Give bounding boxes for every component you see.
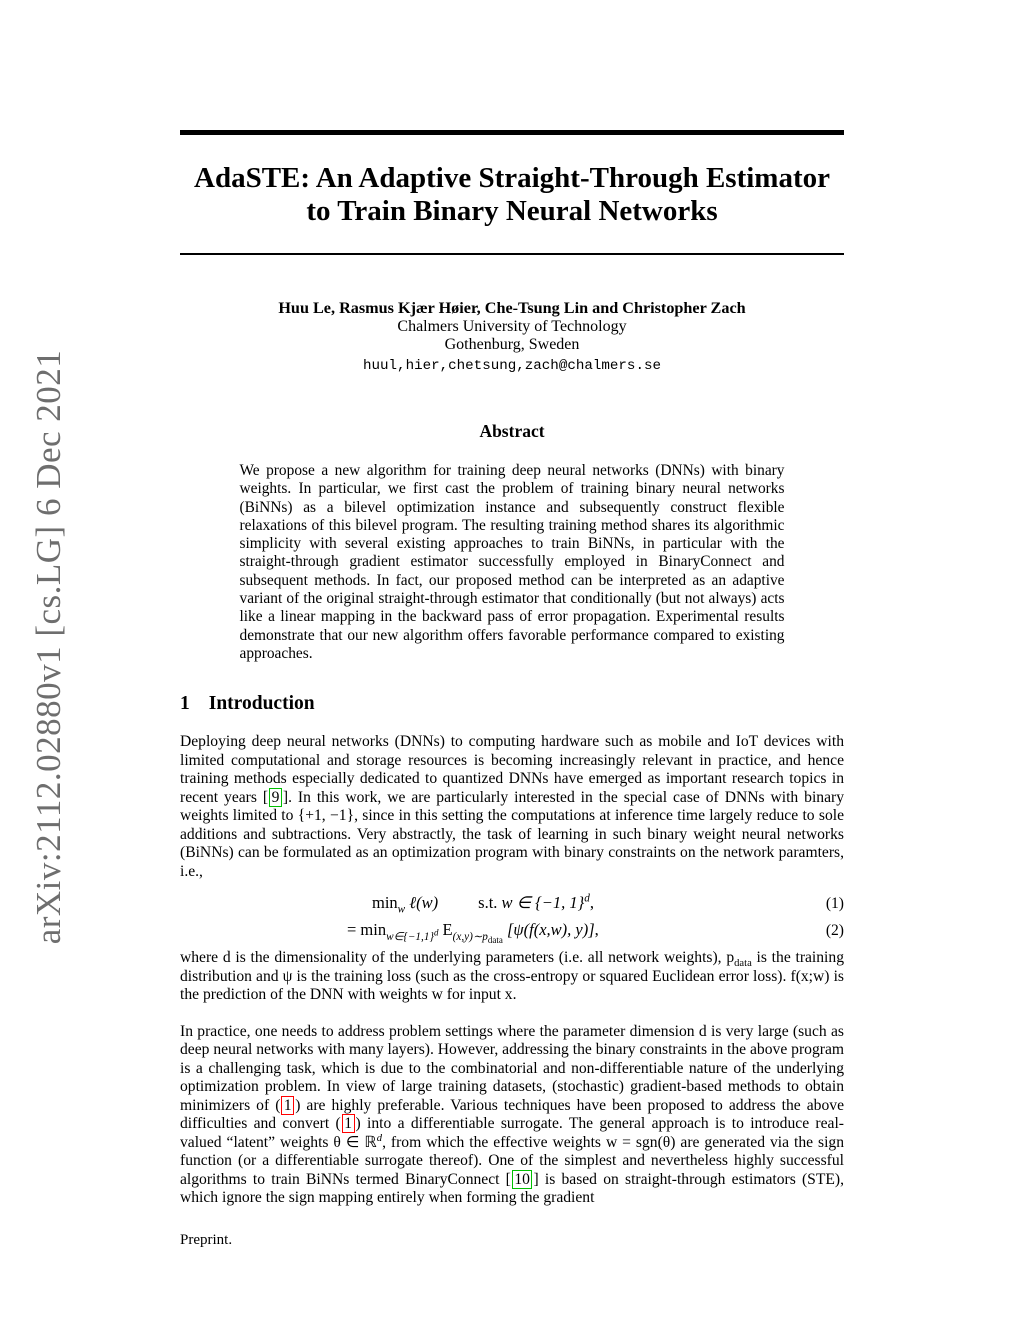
punctuation: , bbox=[594, 920, 599, 940]
text-segment: , from which the effective weights w = s… bbox=[180, 1133, 844, 1188]
arxiv-watermark: arXiv:2112.02880v1 [cs.LG] 6 Dec 2021 bbox=[29, 349, 68, 945]
author-location: Gothenburg, Sweden bbox=[444, 336, 580, 353]
equation-2-label: (2) bbox=[825, 922, 844, 940]
text-segment: Deploying deep neural networks (DNNs) to… bbox=[180, 733, 844, 806]
pdata-subscript: data bbox=[487, 934, 503, 945]
min-subscript: w bbox=[397, 903, 406, 916]
citation-link-10[interactable]: 10 bbox=[511, 1169, 533, 1189]
equation-2-body: = minw∈{−1,1}d E(x,y)∼pdata [ψ(f(x,w), y… bbox=[347, 918, 599, 945]
title-rule-top bbox=[180, 130, 844, 135]
text-segment: ) are highly preferable. Various techniq… bbox=[180, 1096, 844, 1133]
text-segment: is the training distribution and ψ is th… bbox=[180, 949, 844, 1004]
section-heading-introduction: 1 Introduction bbox=[180, 693, 844, 715]
expectation-subscript: (x,y)∼pdata bbox=[452, 930, 503, 945]
text-segment: ] is based on straight-through estimator… bbox=[180, 1170, 844, 1207]
equation-block: minw ℓ(w) s.t. w ∈ {−1, 1}d, (1) = minw∈{… bbox=[180, 891, 844, 945]
loss-term: ℓ(w) bbox=[409, 893, 439, 913]
min-domain-subscript: w∈{−1,1}d bbox=[386, 927, 438, 943]
title-rule-bottom bbox=[180, 253, 844, 255]
equation-ref-1a[interactable]: 1 bbox=[281, 1095, 295, 1115]
intro-paragraph-1: Deploying deep neural networks (DNNs) to… bbox=[180, 733, 844, 881]
preprint-footer: Preprint. bbox=[180, 1231, 233, 1248]
equals-min-operator: = min bbox=[347, 920, 387, 940]
author-affiliation: Chalmers University of Technology bbox=[397, 317, 627, 335]
paper-title-line2: to Train Binary Neural Networks bbox=[306, 195, 718, 227]
pdata-inline-subscript: data bbox=[734, 958, 752, 970]
abstract-heading: Abstract bbox=[479, 421, 545, 441]
constraint-term: w ∈ {−1, 1} bbox=[501, 893, 585, 913]
paper-title: AdaSTE: An Adaptive Straight-Through Est… bbox=[180, 162, 844, 228]
author-block: Huu Le, Rasmus Kjær Høier, Che-Tsung Lin… bbox=[180, 299, 844, 375]
min-domain-exponent: d bbox=[433, 926, 439, 937]
abstract-body: We propose a new algorithm for training … bbox=[239, 462, 785, 662]
equation-1-label: (1) bbox=[825, 895, 844, 913]
constraint-exponent: d bbox=[584, 892, 590, 905]
text-segment: ]. In this work, we are particularly int… bbox=[180, 788, 844, 880]
text-segment: where d is the dimensionality of the und… bbox=[180, 949, 735, 967]
expectation-symbol: E bbox=[442, 920, 453, 940]
text-column: AdaSTE: An Adaptive Straight-Through Est… bbox=[180, 0, 844, 1249]
paper-title-line1: AdaSTE: An Adaptive Straight-Through Est… bbox=[194, 162, 830, 194]
expectation-argument: [ψ(f(x,w), y)] bbox=[506, 920, 595, 940]
text-segment: In practice, one needs to address proble… bbox=[180, 1022, 844, 1114]
subject-to: s.t. bbox=[478, 893, 498, 913]
punctuation: , bbox=[589, 893, 594, 913]
section-title: Introduction bbox=[208, 693, 315, 715]
equation-2: = minw∈{−1,1}d E(x,y)∼pdata [ψ(f(x,w), y… bbox=[180, 918, 844, 945]
citation-link-9[interactable]: 9 bbox=[269, 787, 282, 807]
author-email[interactable]: huul,hier,chetsung,zach@chalmers.se bbox=[363, 357, 661, 374]
intro-paragraph-2: where d is the dimensionality of the und… bbox=[180, 949, 844, 1005]
equation-1-body: minw ℓ(w) s.t. w ∈ {−1, 1}d, bbox=[372, 891, 594, 916]
min-domain: w∈{−1,1} bbox=[386, 930, 434, 943]
expectation-distribution: (x,y)∼p bbox=[452, 930, 488, 943]
intro-paragraph-3: In practice, one needs to address proble… bbox=[180, 1023, 844, 1208]
text-segment: ) into a differentiable surrogate. The g… bbox=[180, 1115, 844, 1151]
equation-1: minw ℓ(w) s.t. w ∈ {−1, 1}d, (1) bbox=[180, 891, 844, 915]
reals-exponent: d bbox=[376, 1132, 383, 1144]
min-operator: min bbox=[372, 893, 398, 913]
equation-ref-1b[interactable]: 1 bbox=[341, 1114, 355, 1134]
author-names: Huu Le, Rasmus Kjær Høier, Che-Tsung Lin… bbox=[278, 299, 746, 317]
section-number: 1 bbox=[180, 693, 190, 715]
